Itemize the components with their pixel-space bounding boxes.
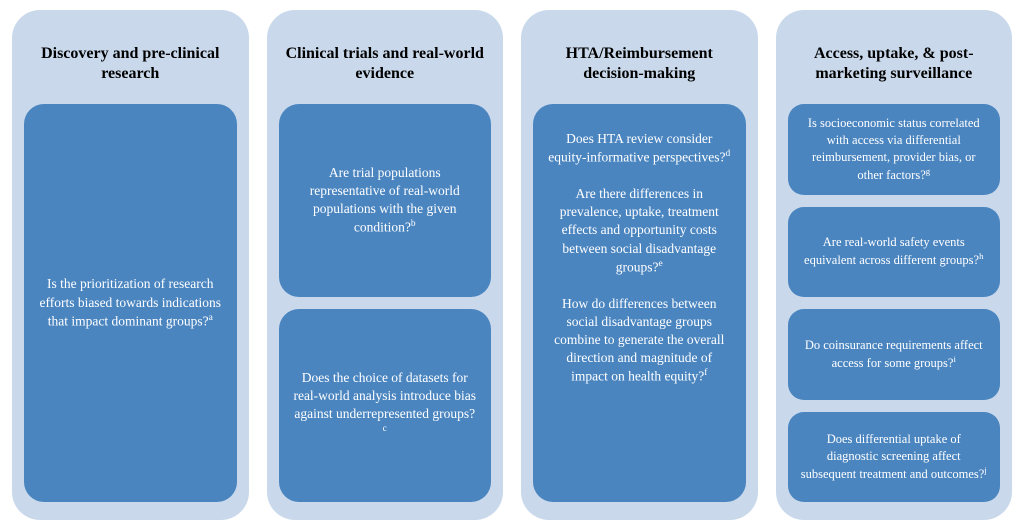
question-text: How do differences between social disadv…	[554, 296, 724, 384]
column-discovery: Discovery and pre-clinical research Is t…	[12, 10, 249, 520]
column-title: Clinical trials and real-world evidence	[279, 24, 492, 104]
question-text: Does differential uptake of diagnostic s…	[801, 432, 985, 481]
footnote-sup: a	[209, 313, 213, 323]
footnote-sup: c	[383, 424, 387, 434]
question-text: Is socioeconomic status correlated with …	[808, 116, 980, 182]
footnote-sup: h	[979, 251, 983, 261]
question-text: Does HTA review consider equity-informat…	[548, 131, 725, 165]
question-box: Is socioeconomic status correlated with …	[788, 104, 1001, 195]
column-title: Discovery and pre-clinical research	[24, 24, 237, 104]
column-boxes: Does HTA review consider equity-informat…	[533, 104, 746, 502]
diagram-container: Discovery and pre-clinical research Is t…	[0, 0, 1024, 530]
column-boxes: Is the prioritization of research effort…	[24, 104, 237, 502]
question-text: Are real-world safety events equivalent …	[804, 235, 979, 267]
question-box: Is the prioritization of research effort…	[24, 104, 237, 502]
question-text: Does the choice of datasets for real-wor…	[293, 370, 476, 421]
footnote-sup: e	[659, 259, 663, 269]
question-text: Is the prioritization of research effort…	[39, 276, 221, 328]
column-title: HTA/Reimbursement decision-making	[533, 24, 746, 104]
question-box: Do coinsurance requirements affect acces…	[788, 309, 1001, 400]
footnote-sup: d	[726, 149, 731, 159]
column-access-uptake: Access, uptake, & post-marketing surveil…	[776, 10, 1013, 520]
footnote-sup: j	[984, 465, 986, 475]
question-box: Does differential uptake of diagnostic s…	[788, 412, 1001, 503]
column-boxes: Are trial populations representative of …	[279, 104, 492, 502]
column-boxes: Is socioeconomic status correlated with …	[788, 104, 1001, 502]
question-text: Are there differences in prevalence, upt…	[560, 186, 719, 274]
footnote-sup: f	[704, 368, 707, 378]
column-title: Access, uptake, & post-marketing surveil…	[788, 24, 1001, 104]
column-hta-reimbursement: HTA/Reimbursement decision-making Does H…	[521, 10, 758, 520]
question-box-multi: Does HTA review consider equity-informat…	[533, 104, 746, 502]
footnote-sup: i	[953, 354, 955, 364]
question-text: Are trial populations representative of …	[310, 165, 460, 235]
question-box: Are trial populations representative of …	[279, 104, 492, 297]
footnote-sup: g	[926, 166, 930, 176]
question-box: Does the choice of datasets for real-wor…	[279, 309, 492, 502]
footnote-sup: b	[411, 219, 416, 229]
question-box: Are real-world safety events equivalent …	[788, 207, 1001, 298]
column-clinical-trials: Clinical trials and real-world evidence …	[267, 10, 504, 520]
